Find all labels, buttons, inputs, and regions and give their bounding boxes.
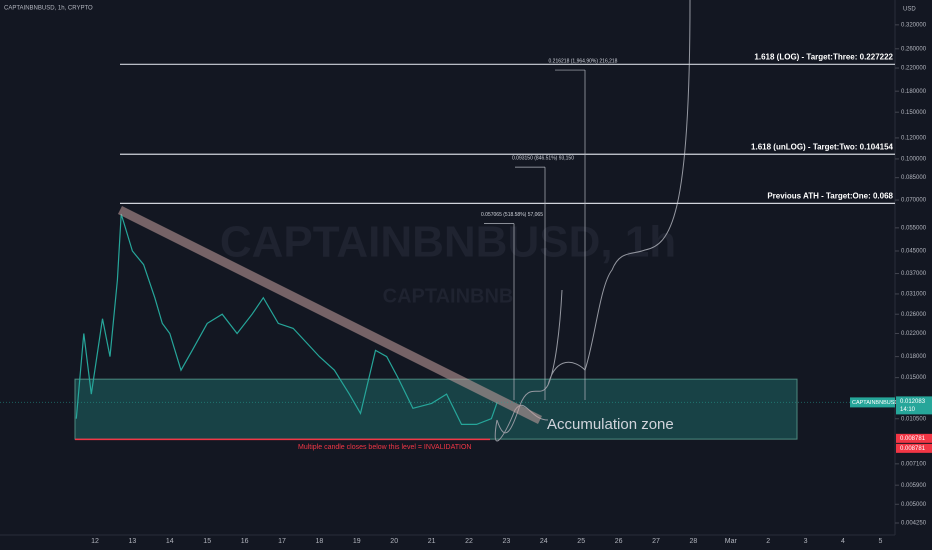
- y-tick-label: 0.031000: [901, 292, 927, 298]
- x-tick-label: 18: [316, 538, 324, 545]
- y-tick-label: 0.260000: [901, 46, 927, 52]
- target-label: Previous ATH - Target:One: 0.068: [767, 192, 893, 201]
- measure-label: 0.216218 (1,964.90%) 216,218: [549, 58, 618, 64]
- x-tick-label: 12: [91, 538, 99, 545]
- watermark: CAPTAINBNB: [383, 285, 514, 307]
- target-label: 1.618 (unLOG) - Target:Two: 0.104154: [751, 142, 894, 151]
- x-tick-label: 15: [203, 538, 211, 545]
- price-line: [75, 213, 498, 425]
- measure-label: 0.093150 (846.51%) 93,150: [512, 155, 574, 161]
- x-tick-label: 24: [540, 538, 548, 545]
- trend-line: [117, 205, 543, 425]
- projection-path: [496, 0, 691, 434]
- y-tick-label: 0.010500: [901, 416, 927, 422]
- x-tick-label: 19: [353, 538, 361, 545]
- last-price-value: 0.012083: [900, 399, 926, 405]
- x-tick-label: 4: [841, 538, 845, 545]
- x-tick-label: Mar: [725, 538, 738, 545]
- x-tick-label: 17: [278, 538, 286, 545]
- y-tick-label: 0.120000: [901, 135, 927, 141]
- y-tick-label: 0.022000: [901, 331, 927, 337]
- last-price-tag: [896, 396, 932, 415]
- x-tick-label: 3: [804, 538, 808, 545]
- symbol-title: CAPTAINBNBUSD, 1h, CRYPTO: [4, 6, 93, 12]
- last-price-symbol-tag: [850, 397, 895, 408]
- x-tick-label: 26: [615, 538, 623, 545]
- y-tick-label: 0.004250: [901, 521, 927, 527]
- y-tick-label: 0.037000: [901, 271, 927, 277]
- price-tag-label: 0.008781: [900, 436, 926, 442]
- x-tick-label: 21: [428, 538, 436, 545]
- x-tick-label: 2: [766, 538, 770, 545]
- y-tick-label: 0.026000: [901, 312, 927, 318]
- price-tag: [896, 433, 932, 443]
- y-tick-label: 0.007100: [901, 461, 927, 467]
- last-price-symbol: CAPTAINBNBUSD: [852, 400, 898, 406]
- y-tick-label: 0.005000: [901, 502, 927, 508]
- y-tick-label: 0.045000: [901, 249, 927, 255]
- watermark: CAPTAINBNBUSD, 1h: [220, 218, 676, 267]
- price-tag: [896, 443, 932, 453]
- x-tick-label: 23: [503, 538, 511, 545]
- y-tick-label: 0.100000: [901, 157, 927, 163]
- x-tick-label: 14: [166, 538, 174, 545]
- x-tick-label: 22: [465, 538, 473, 545]
- x-tick-label: 27: [652, 538, 660, 545]
- y-tick-label: 0.070000: [901, 198, 927, 204]
- price-tag-label: 0.008781: [900, 446, 926, 452]
- x-tick-label: 5: [878, 538, 882, 545]
- last-price-time: 14:10: [900, 407, 916, 413]
- y-tick-label: 0.005900: [901, 483, 927, 489]
- y-tick-label: 0.150000: [901, 110, 927, 116]
- accumulation-zone: [74, 378, 798, 440]
- y-tick-label: 0.320000: [901, 22, 927, 28]
- x-tick-label: 25: [577, 538, 585, 545]
- x-tick-label: 20: [390, 538, 398, 545]
- x-tick-label: 16: [241, 538, 249, 545]
- target-label: 1.618 (LOG) - Target:Three: 0.227222: [754, 52, 893, 61]
- zone-label: Accumulation zone: [547, 416, 674, 433]
- y-tick-label: 0.220000: [901, 66, 927, 72]
- measure-label: 0.057065 (518.58%) 57,065: [481, 212, 543, 218]
- y-tick-label: 0.180000: [901, 89, 927, 95]
- x-tick-label: 28: [690, 538, 698, 545]
- invalidation-note: Multiple candle closes below this level …: [298, 444, 471, 451]
- y-tick-label: 0.055000: [901, 225, 927, 231]
- x-tick-label: 13: [129, 538, 137, 545]
- currency: USD: [903, 7, 916, 13]
- y-tick-label: 0.018000: [901, 354, 927, 360]
- y-tick-label: 0.015000: [901, 375, 927, 381]
- y-tick-label: 0.085000: [901, 175, 927, 181]
